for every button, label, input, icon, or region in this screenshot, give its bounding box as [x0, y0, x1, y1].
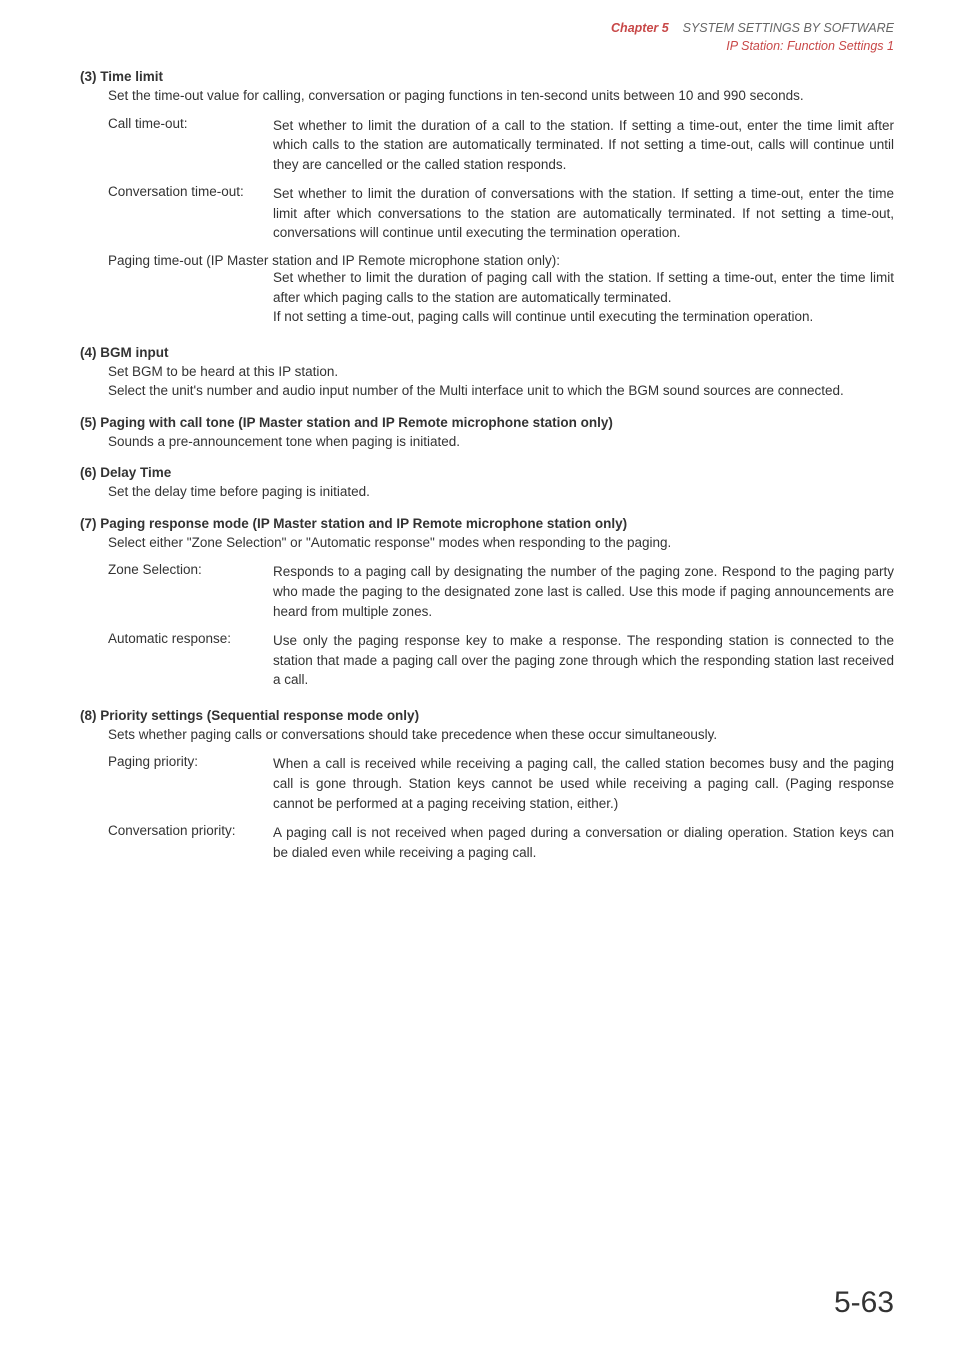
zone-selection-desc: Responds to a paging call by designating… [273, 562, 894, 621]
item-4-heading: (4) BGM input [80, 345, 894, 360]
paging-timeout-desc1: Set whether to limit the duration of pag… [273, 268, 894, 307]
auto-response-row: Automatic response: Use only the paging … [108, 631, 894, 690]
page-number: 5-63 [834, 1286, 894, 1320]
item-5-heading: (5) Paging with call tone (IP Master sta… [80, 415, 894, 430]
header-chapter-label: Chapter 5 [611, 21, 669, 35]
item-8-intro: Sets whether paging calls or conversatio… [108, 725, 894, 745]
auto-response-desc: Use only the paging response key to make… [273, 631, 894, 690]
conv-priority-desc: A paging call is not received when paged… [273, 823, 894, 862]
paging-timeout-label: Paging time-out (IP Master station and I… [108, 253, 894, 268]
item-6-body: Set the delay time before paging is init… [108, 482, 894, 502]
call-timeout-desc: Set whether to limit the duration of a c… [273, 116, 894, 175]
item-4-line1: Set BGM to be heard at this IP station. [108, 362, 894, 382]
paging-priority-desc: When a call is received while receiving … [273, 754, 894, 813]
item-7-heading: (7) Paging response mode (IP Master stat… [80, 516, 894, 531]
paging-priority-term: Paging priority: [108, 754, 273, 813]
conv-priority-row: Conversation priority: A paging call is … [108, 823, 894, 862]
conv-timeout-term: Conversation time-out: [108, 184, 273, 243]
conv-timeout-row: Conversation time-out: Set whether to li… [108, 184, 894, 243]
item-3-intro: Set the time-out value for calling, conv… [108, 86, 894, 106]
item-8-heading: (8) Priority settings (Sequential respon… [80, 708, 894, 723]
item-5-body: Sounds a pre-announcement tone when pagi… [108, 432, 894, 452]
item-7-intro: Select either "Zone Selection" or "Autom… [108, 533, 894, 553]
conv-timeout-desc: Set whether to limit the duration of con… [273, 184, 894, 243]
auto-response-term: Automatic response: [108, 631, 273, 690]
zone-selection-term: Zone Selection: [108, 562, 273, 621]
item-3-heading: (3) Time limit [80, 69, 894, 84]
page-header: Chapter 5 SYSTEM SETTINGS BY SOFTWARE IP… [80, 20, 894, 55]
paging-timeout-desc2: If not setting a time-out, paging calls … [273, 307, 894, 327]
item-4-line2: Select the unit's number and audio input… [108, 381, 894, 401]
item-6-heading: (6) Delay Time [80, 465, 894, 480]
header-subtitle: IP Station: Function Settings 1 [726, 39, 894, 53]
conv-priority-term: Conversation priority: [108, 823, 273, 862]
call-timeout-term: Call time-out: [108, 116, 273, 175]
header-chapter-title: SYSTEM SETTINGS BY SOFTWARE [683, 21, 894, 35]
zone-selection-row: Zone Selection: Responds to a paging cal… [108, 562, 894, 621]
paging-priority-row: Paging priority: When a call is received… [108, 754, 894, 813]
page-container: Chapter 5 SYSTEM SETTINGS BY SOFTWARE IP… [0, 0, 954, 1350]
call-timeout-row: Call time-out: Set whether to limit the … [108, 116, 894, 175]
